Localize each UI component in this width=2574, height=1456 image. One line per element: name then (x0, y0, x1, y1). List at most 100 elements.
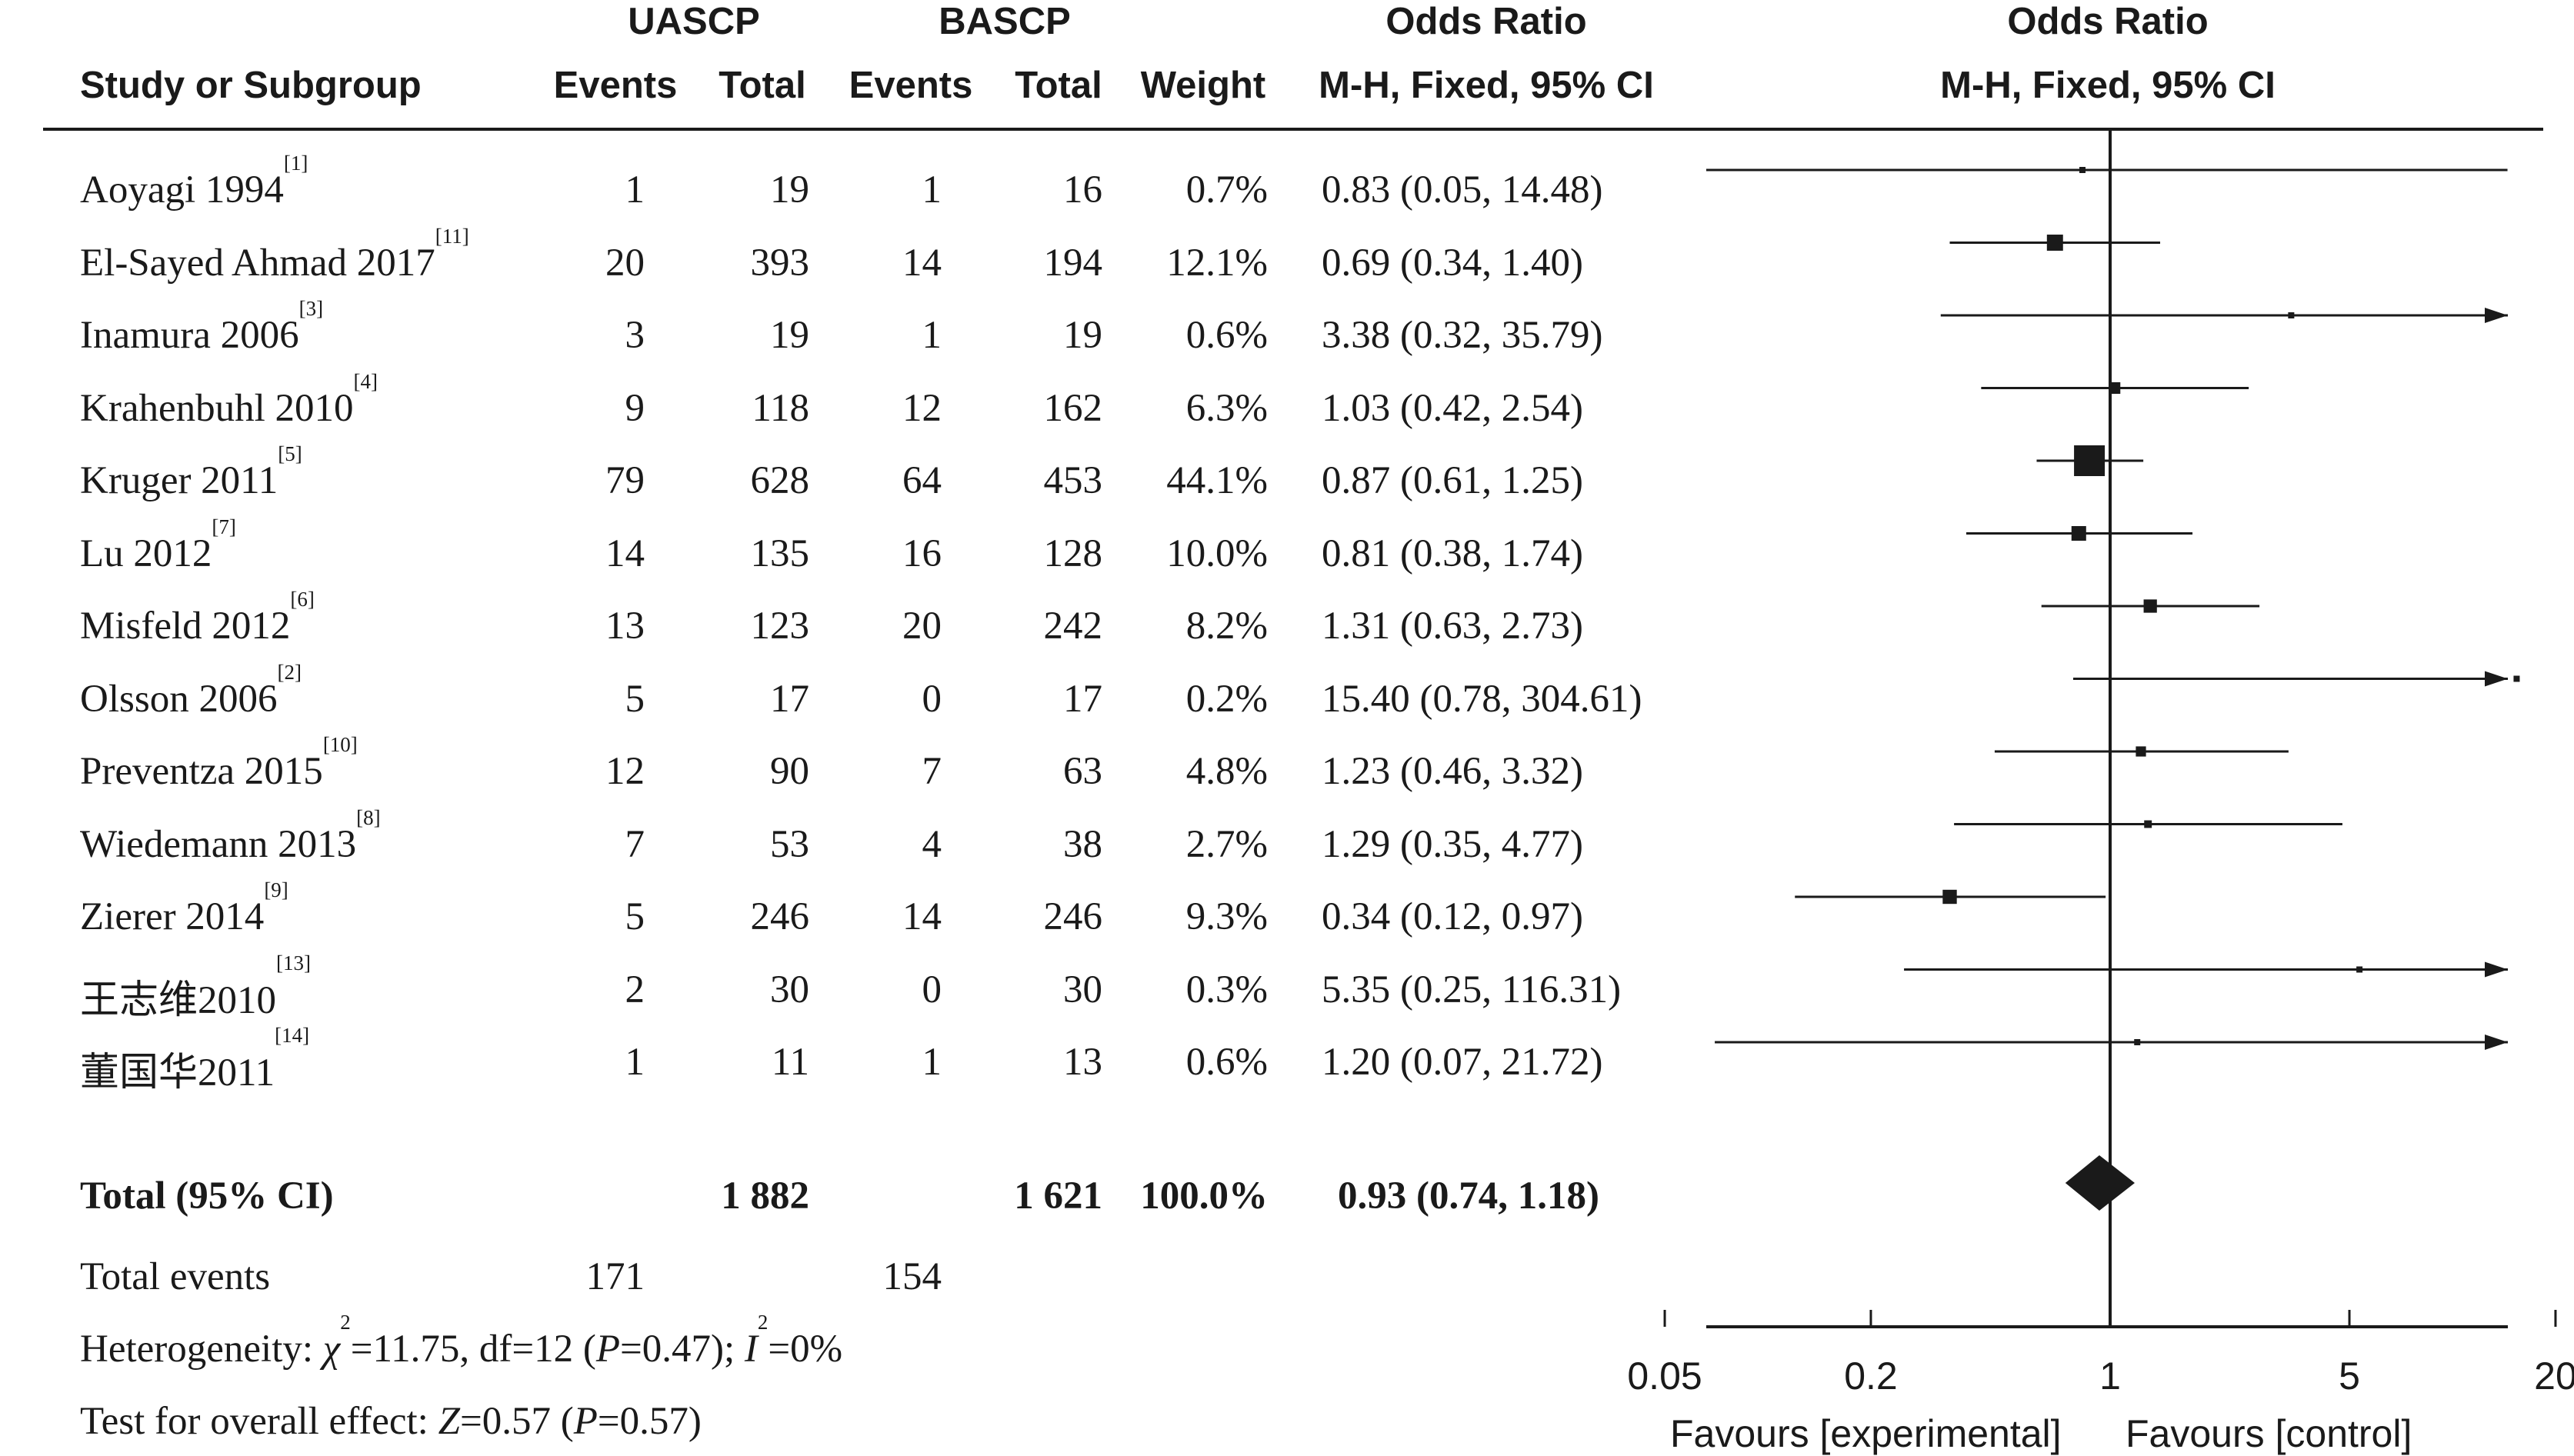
study-name: Wiedemann 2013[8] (80, 808, 381, 867)
ci-arrow (2485, 308, 2508, 323)
plot-method-header: M-H, Fixed, 95% CI (1940, 65, 2276, 106)
total2-cell: 162 (1043, 387, 1103, 430)
events1-cell: 5 (625, 895, 645, 938)
events1-cell: 3 (625, 314, 645, 357)
or-ci-cell: 0.69 (0.34, 1.40) (1322, 242, 1583, 285)
weight-cell: 12.1% (1166, 242, 1268, 285)
weight-cell: 6.3% (1185, 387, 1268, 430)
study-name: Lu 2012[7] (80, 517, 236, 576)
study-name: Zierer 2014[9] (80, 880, 288, 939)
total2-cell: 453 (1043, 459, 1103, 502)
point-estimate (2136, 746, 2146, 757)
pooled-diamond (2065, 1155, 2135, 1211)
study-ref: [11] (435, 225, 469, 248)
events1-cell: 2 (625, 968, 645, 1011)
total2-cell: 128 (1043, 532, 1103, 575)
axis-tick-label: 20 (2534, 1354, 2574, 1398)
axis-tick-label: 5 (2339, 1354, 2360, 1398)
weight-cell: 4.8% (1185, 750, 1268, 793)
events2-cell: 20 (902, 605, 942, 648)
events2-cell: 64 (902, 459, 942, 502)
events2-cell: 1 (922, 168, 942, 212)
total1-cell: 246 (750, 895, 810, 938)
study-ref: [3] (298, 297, 324, 320)
study-name: El-Sayed Ahmad 2017[11] (80, 226, 469, 285)
point-estimate (2046, 235, 2063, 251)
or-ci-cell: 1.29 (0.35, 4.77) (1322, 823, 1583, 866)
weight-cell: 44.1% (1166, 459, 1268, 502)
total-ci: 0.93 (0.74, 1.18) (1338, 1174, 1599, 1218)
events1-cell: 14 (605, 532, 645, 575)
total2-cell: 19 (1063, 314, 1102, 357)
or-ci-cell: 15.40 (0.78, 304.61) (1322, 678, 1642, 721)
study-ref: [1] (283, 152, 308, 175)
study-name: Preventza 2015[10] (80, 735, 358, 794)
or-ci-cell: 1.20 (0.07, 21.72) (1322, 1041, 1603, 1084)
weight-cell: 0.6% (1185, 1041, 1268, 1084)
total-events1: 171 (585, 1255, 645, 1298)
total1-cell: 19 (770, 168, 809, 212)
or-title-header: Odds Ratio (1385, 1, 1587, 42)
study-name-text: Lu 2012 (80, 532, 212, 575)
study-name-text: Olsson 2006 (80, 678, 278, 721)
events2-cell: 7 (922, 750, 942, 793)
weight-cell: 9.3% (1185, 895, 1268, 938)
events2-cell: 1 (922, 314, 942, 357)
favours-right-label: Favours [control] (2126, 1412, 2412, 1455)
study-name-text: Aoyagi 1994 (80, 168, 284, 212)
or-ci-cell: 0.83 (0.05, 14.48) (1322, 168, 1603, 212)
events2-cell: 0 (922, 968, 942, 1011)
total1-cell: 11 (771, 1041, 809, 1084)
total2-cell: 17 (1063, 678, 1102, 721)
study-ref: [13] (276, 951, 311, 975)
or-ci-cell: 1.31 (0.63, 2.73) (1322, 605, 1583, 648)
study-name-text: Kruger 2011 (80, 459, 278, 502)
weight-cell: 0.7% (1185, 168, 1268, 212)
study-ref: [2] (277, 661, 302, 684)
point-estimate (1942, 889, 1957, 905)
total1-cell: 393 (750, 242, 810, 285)
plot-title-header: Odds Ratio (2007, 1, 2209, 42)
point-estimate (2079, 167, 2086, 173)
or-ci-cell: 1.03 (0.42, 2.54) (1322, 387, 1583, 430)
study-name-text: 董国华2011 (80, 1051, 275, 1094)
study-ref: [10] (322, 733, 358, 756)
study-name: 董国华2011[14] (80, 1025, 309, 1097)
study-ref: [7] (212, 515, 236, 538)
total2-value: 1 621 (1014, 1174, 1102, 1218)
study-ref: [5] (278, 442, 302, 465)
study-name-text: Wiedemann 2013 (80, 823, 357, 866)
study-name-text: 王志维2010 (80, 979, 277, 1022)
events2-cell: 1 (922, 1041, 942, 1084)
events2-cell: 14 (902, 895, 942, 938)
axis-tick-label: 0.05 (1627, 1354, 1702, 1398)
or-ci-cell: 3.38 (0.32, 35.79) (1322, 314, 1603, 357)
or-method-header: M-H, Fixed, 95% CI (1319, 65, 1654, 106)
total-events-label: Total events (80, 1255, 271, 1298)
events2-cell: 16 (902, 532, 942, 575)
events1-cell: 20 (605, 242, 645, 285)
events2-header: Events (849, 65, 973, 106)
weight-cell: 10.0% (1166, 532, 1268, 575)
study-ref: [8] (356, 806, 381, 829)
point-estimate (2143, 599, 2157, 613)
study-ref: [6] (290, 588, 315, 611)
total1-cell: 90 (770, 750, 809, 793)
total2-cell: 16 (1063, 168, 1102, 212)
axis-tick-label: 1 (2099, 1354, 2121, 1398)
study-ref: [9] (264, 878, 288, 901)
study-name-text: Preventza 2015 (80, 750, 323, 793)
events1-cell: 1 (625, 1041, 645, 1084)
total1-cell: 53 (770, 823, 809, 866)
point-estimate (2074, 445, 2106, 476)
study-name-text: Krahenbuhl 2010 (80, 387, 354, 430)
total2-cell: 242 (1043, 605, 1103, 648)
ci-arrow (2485, 1035, 2508, 1050)
point-estimate (2356, 966, 2363, 973)
study-name: Olsson 2006[2] (80, 662, 302, 721)
events1-cell: 79 (605, 459, 645, 502)
study-name-text: Inamura 2006 (80, 314, 299, 357)
total-weight: 100.0% (1140, 1174, 1268, 1218)
study-name-text: Zierer 2014 (80, 895, 265, 938)
